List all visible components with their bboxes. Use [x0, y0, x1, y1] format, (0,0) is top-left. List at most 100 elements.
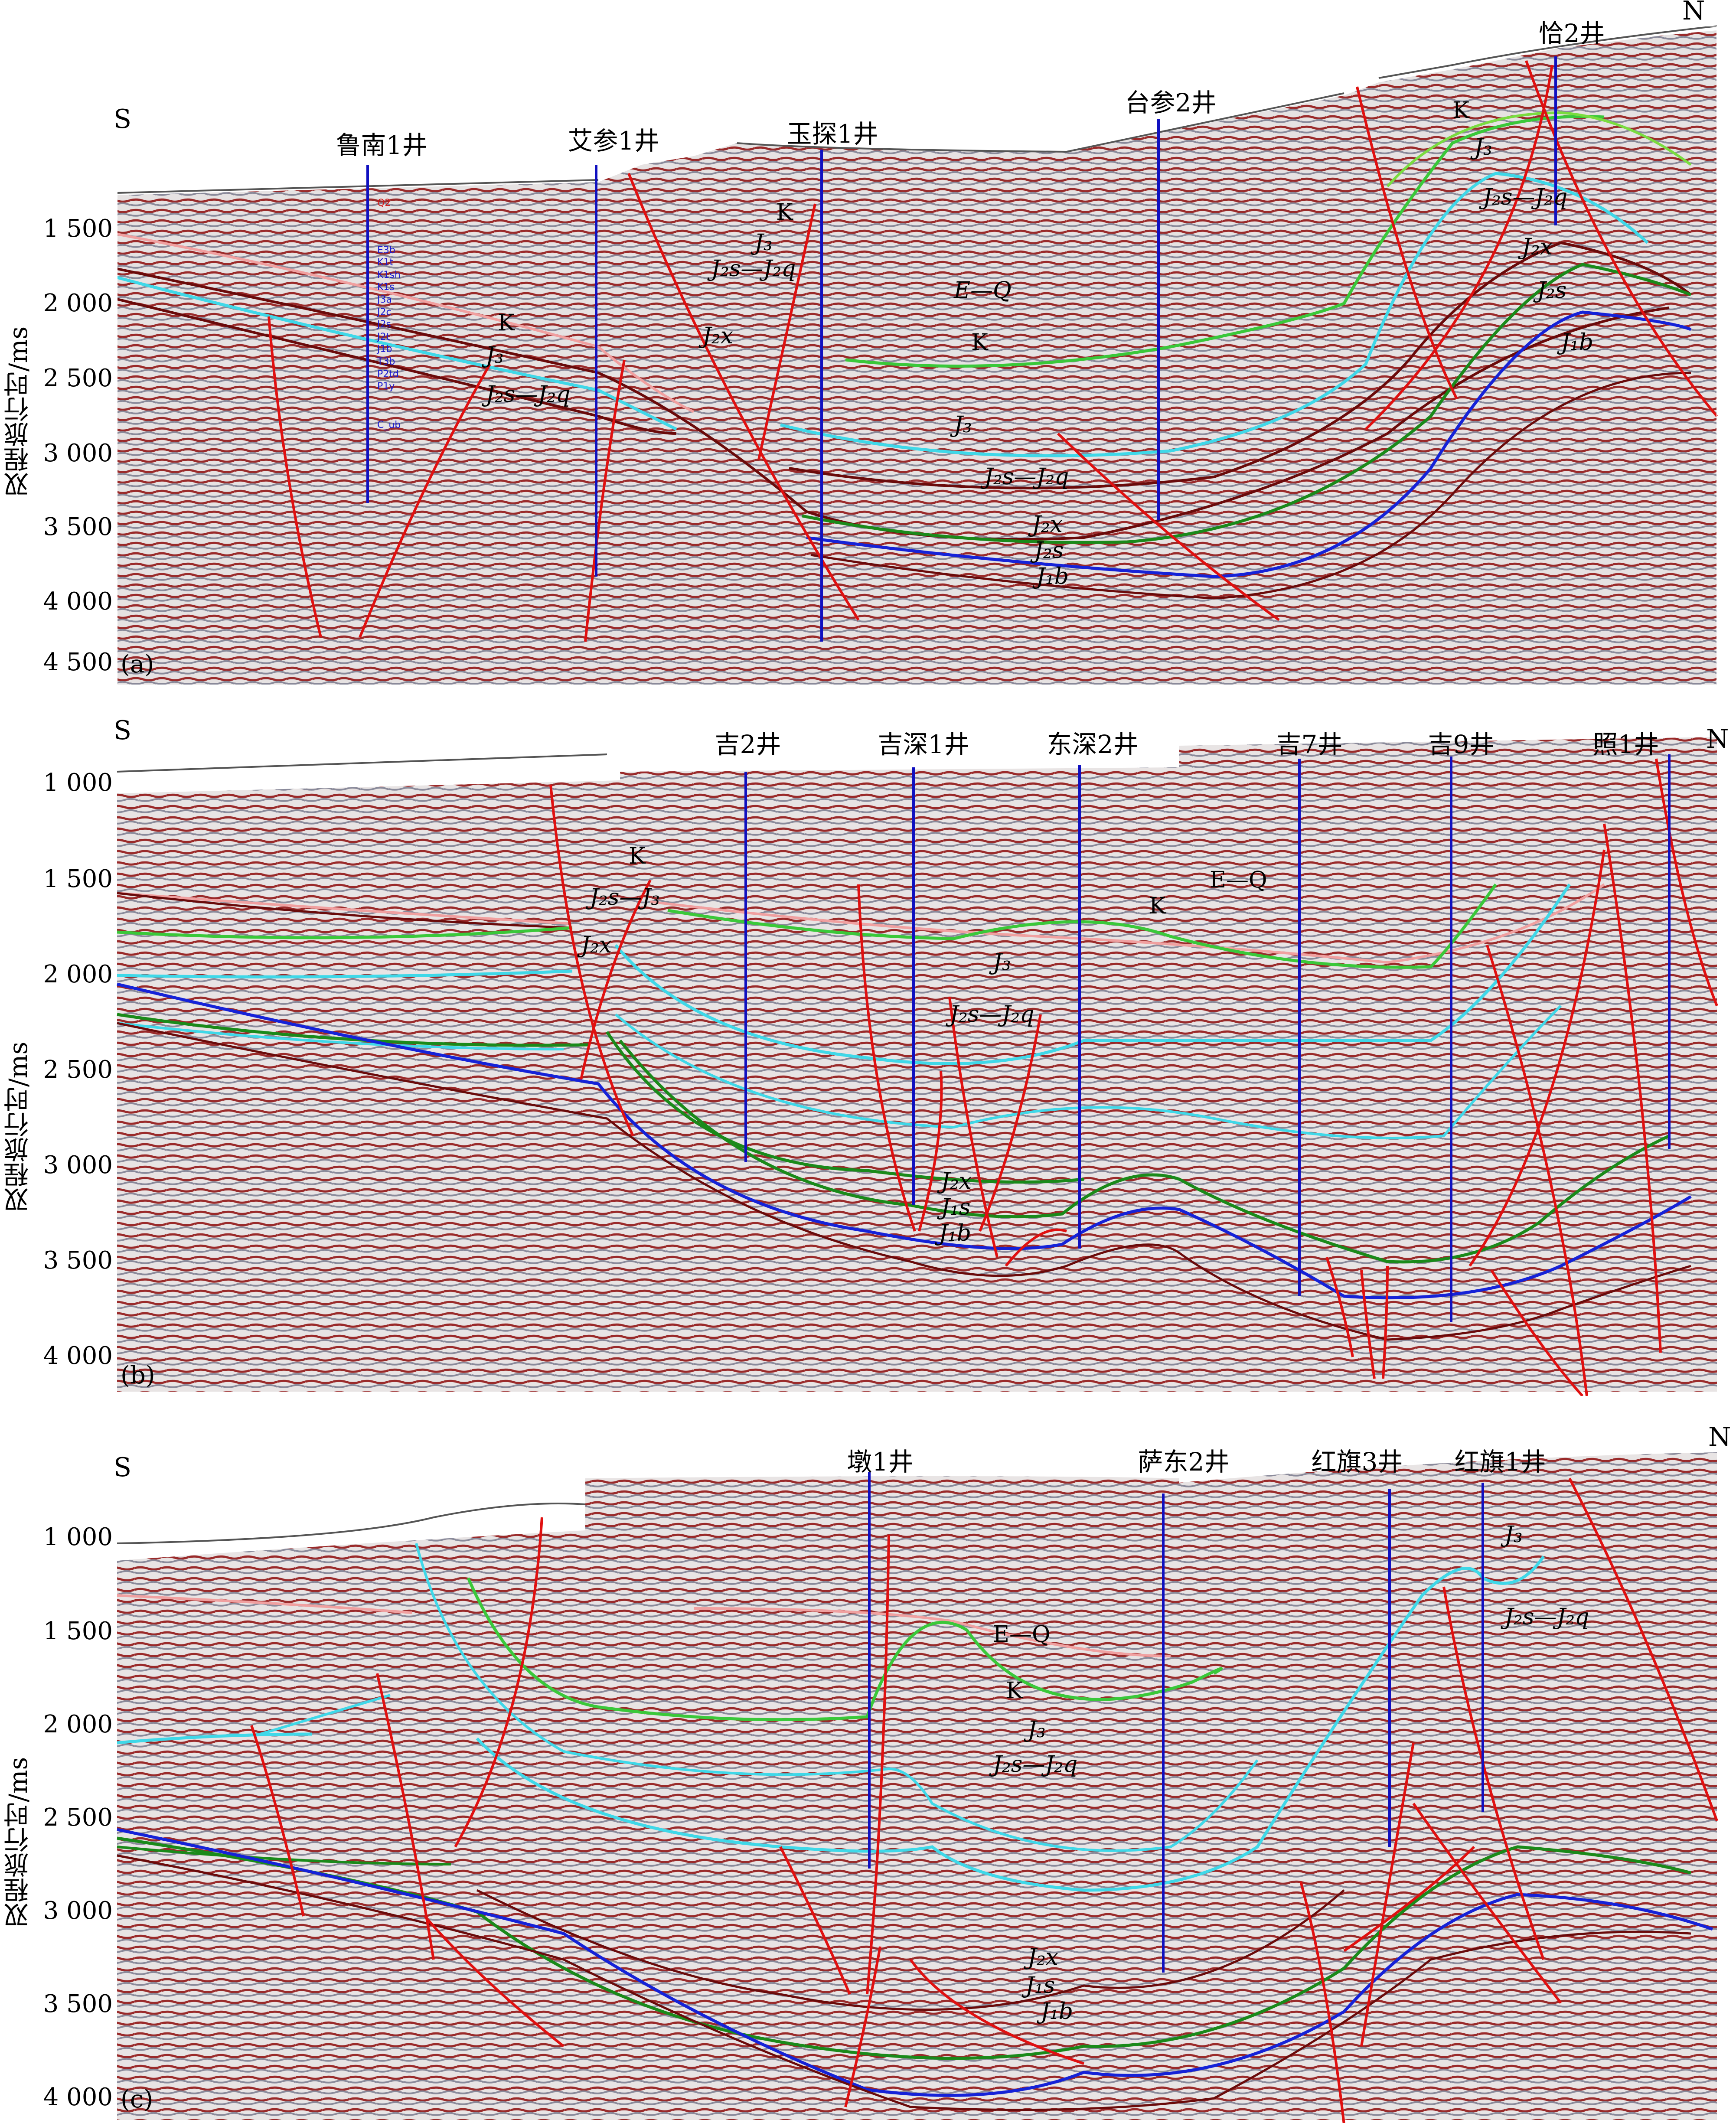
well-log-entry: J2s: [377, 319, 391, 330]
well-log-entry: Q2: [377, 198, 391, 209]
well-label: 台参2井: [1125, 88, 1217, 117]
tick-c-4: 3 000: [43, 1897, 113, 1925]
unit-label: J₂s—J₂q: [711, 256, 796, 282]
well-log-entry: P2td: [377, 369, 399, 380]
unit-label: J₁b: [939, 1220, 971, 1246]
seismic-section-a: [117, 25, 1718, 685]
tick-c-5: 3 500: [43, 1990, 113, 2018]
well-log-entry: J2c: [377, 307, 392, 318]
tick-b-3: 2 500: [43, 1056, 113, 1084]
panel-label-a: (a): [121, 650, 154, 678]
well-log-entry: C_ub: [377, 419, 401, 430]
well-log-entry: J1b: [377, 344, 392, 355]
unit-label: J₁b: [1036, 564, 1069, 590]
panel-b: S N (b) 1 000 1 500 2 000 2 500 3 000 3 …: [0, 702, 1736, 1396]
tick-b-4: 3 000: [43, 1151, 113, 1179]
south-label-c: S: [114, 1452, 132, 1483]
seismic-section-c: [117, 1452, 1718, 2123]
well-log-entry: E3b: [377, 245, 395, 256]
unit-label: J₂s: [1537, 277, 1567, 303]
unit-label: J₃: [1028, 1717, 1046, 1743]
tick-c-0: 1 000: [43, 1523, 113, 1551]
tick-b-0: 1 000: [43, 769, 113, 797]
well-label: 艾参1井: [568, 126, 659, 156]
unit-label: J₂x: [702, 323, 734, 349]
tick-b-6: 4 000: [43, 1342, 113, 1370]
unit-label: J₂s—J₂q: [1504, 1604, 1589, 1630]
tick-a-1: 2 000: [43, 289, 113, 317]
well-log-entry: K1sh: [377, 269, 401, 280]
tick-a-0: 1 500: [43, 215, 113, 243]
seismic-section-b: [117, 737, 1718, 1396]
well-log-entry: K1s: [377, 282, 395, 293]
well-log-entry: T3b: [377, 356, 395, 367]
unit-label: J₂s: [1034, 538, 1064, 564]
unit-label: J₂s—J₂q: [486, 382, 571, 408]
unit-label: J₃: [954, 412, 972, 438]
unit-label: K: [971, 329, 988, 355]
well-label: 照1井: [1592, 730, 1659, 759]
tick-b-2: 2 000: [43, 960, 113, 988]
panel-label-c: (c): [121, 2085, 153, 2113]
well-log-entry: J3a: [377, 294, 392, 305]
panel-a: S N (a) 1 500 2 000 2 500 3 000 3 500 4 …: [0, 0, 1736, 698]
unit-label: J₃: [1474, 134, 1492, 160]
unit-label: K: [498, 310, 515, 336]
well-label: 东深2井: [1047, 730, 1139, 759]
well-label: 吉2井: [715, 730, 781, 759]
unit-label: J₂s—J₂q: [993, 1751, 1078, 1777]
well-label: 萨东2井: [1138, 1447, 1230, 1477]
well-log-track: Q2 E3b K1t K1sh K1s J3a J2c J2s J2t J1b …: [377, 197, 401, 431]
north-label-a: N: [1682, 0, 1705, 26]
north-label-c: N: [1708, 1422, 1731, 1452]
tick-c-3: 2 500: [43, 1803, 113, 1832]
north-label-b: N: [1706, 724, 1729, 754]
unit-label: K: [1149, 893, 1166, 919]
unit-label: J₂s—J₂q: [950, 1001, 1034, 1027]
unit-label: J₃: [754, 230, 773, 256]
unit-label: K: [1452, 98, 1469, 124]
unit-label: J₁s: [941, 1194, 971, 1220]
well-label: 吉9井: [1428, 730, 1495, 759]
unit-label: J₁b: [1041, 1999, 1073, 2025]
well-label: 吉7井: [1276, 730, 1343, 759]
south-label-a: S: [114, 104, 132, 134]
unit-label: J₂x: [581, 932, 612, 958]
tick-a-3: 3 000: [43, 439, 113, 467]
tick-a-4: 3 500: [43, 513, 113, 541]
tick-b-5: 3 500: [43, 1246, 113, 1275]
well-label: 红旗1井: [1454, 1447, 1546, 1477]
unit-label: K: [629, 843, 646, 869]
well-log-entry: P1y: [377, 381, 395, 392]
panel-c: S N (c) 1 000 1 500 2 000 2 500 3 000 3 …: [0, 1413, 1736, 2123]
well-log-entry: K1t: [377, 257, 394, 268]
unit-label: J₂x: [1032, 512, 1063, 538]
south-label-b: S: [114, 715, 132, 746]
unit-label: J₂s—J₃: [590, 884, 660, 910]
unit-label: E—Q: [1210, 867, 1267, 893]
unit-label: J₂s—J₂q: [1483, 184, 1568, 210]
tick-a-6: 4 500: [43, 648, 113, 676]
panel-label-b: (b): [121, 1361, 155, 1389]
well-label: 恰2井: [1538, 19, 1605, 48]
unit-label: E—Q: [954, 277, 1012, 303]
well-log-entry: J2t: [377, 331, 390, 342]
well-label: 红旗3井: [1311, 1447, 1403, 1477]
tick-a-2: 2 500: [43, 364, 113, 392]
unit-label: J₂x: [1028, 1944, 1059, 1970]
unit-label: J₁s: [1025, 1973, 1055, 1999]
well-label: 墩1井: [847, 1447, 914, 1477]
unit-label: J₂x: [941, 1168, 972, 1194]
tick-c-2: 2 000: [43, 1710, 113, 1738]
well-label: 吉深1井: [878, 730, 969, 759]
unit-label: J₃: [486, 342, 504, 369]
unit-label: J₂x: [1522, 234, 1553, 260]
tick-a-5: 4 000: [43, 587, 113, 616]
well-label: 鲁南1井: [336, 130, 427, 160]
unit-label: J₃: [1504, 1522, 1523, 1548]
unit-label: E—Q: [993, 1621, 1051, 1647]
tick-c-1: 1 500: [43, 1617, 113, 1645]
unit-label: K: [1006, 1678, 1023, 1704]
well-label: 玉探1井: [786, 119, 878, 149]
unit-label: K: [776, 199, 793, 225]
